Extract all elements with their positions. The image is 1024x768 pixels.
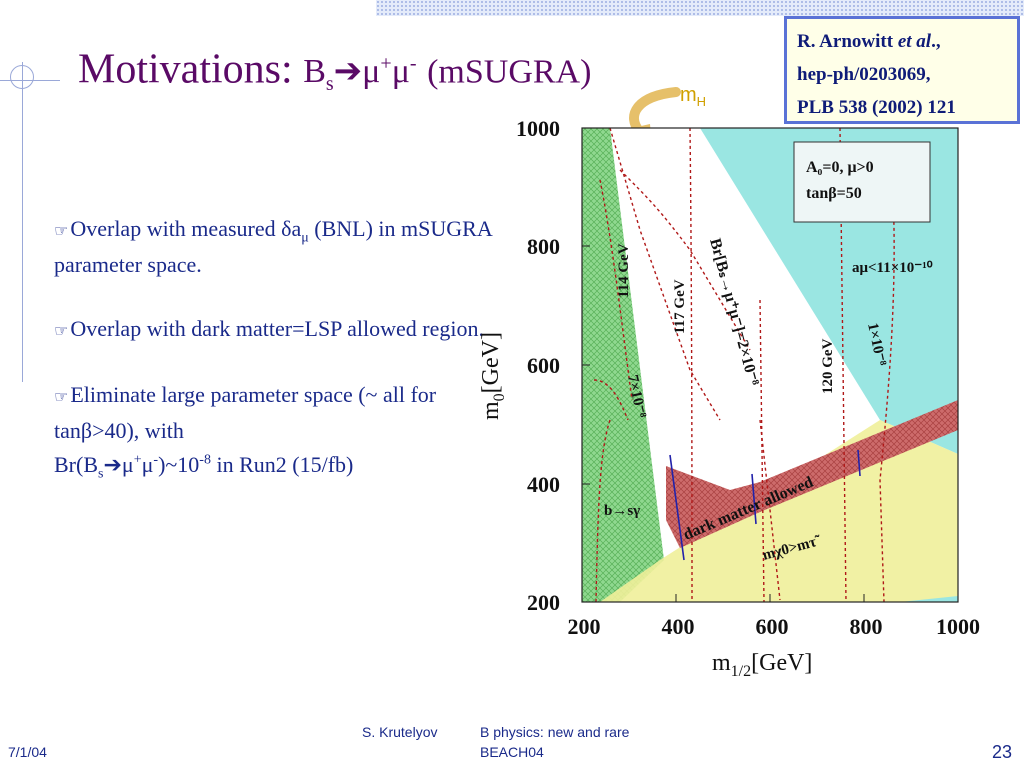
plot-ticks <box>582 245 865 602</box>
footer-author: S. Krutelyov <box>362 724 438 740</box>
x-tick-label: 600 <box>756 614 789 639</box>
y-tick-label: 800 <box>527 234 560 259</box>
inset-line-2: tanβ=50 <box>806 185 862 202</box>
page-number: 23 <box>992 742 1013 762</box>
reference-authors: R. Arnowitt et al., <box>797 31 941 52</box>
x-tick-label: 800 <box>850 614 883 639</box>
blue-markers <box>669 449 861 561</box>
title-text: Motivations: <box>78 46 293 93</box>
header-pattern-band <box>376 0 1024 16</box>
parameter-inset-box <box>793 141 931 223</box>
title-tail: (mSUGRA) <box>427 53 592 91</box>
reference-box: R. Arnowitt et al., hep-ph/0203069, PLB … <box>784 16 1020 124</box>
bullet-list: ☞Overlap with measured δaμ (BNL) in mSUG… <box>54 212 494 512</box>
label-bsg: b→sγ <box>604 503 640 519</box>
bullet-item: ☞Eliminate large parameter space (~ all … <box>54 382 437 482</box>
msugra-parameter-plot: 1000 800 600 400 200 200 400 600 800 100… <box>478 87 980 680</box>
title-formula: Bs➔μ+μ- <box>303 53 417 96</box>
footer-event: BEACH04 <box>480 744 544 760</box>
y-axis-title: m0[GeV] <box>478 332 508 420</box>
pointing-hand-icon: ☞ <box>54 387 69 406</box>
reference-arxiv: hep-ph/0203069, <box>797 64 931 85</box>
inset-line-1: A₀=0, μ>0 <box>806 159 874 176</box>
decorative-vertical-line <box>22 62 23 382</box>
mh-label: mH <box>680 84 707 109</box>
slide-title: Motivations: Bs➔μ+μ- (mSUGRA) <box>78 38 591 110</box>
reference-journal: PLB 538 (2002) 121 <box>797 97 956 118</box>
cyan-corner <box>900 596 958 602</box>
x-tick-label: 400 <box>662 614 695 639</box>
footer-topic: B physics: new and rare <box>480 724 630 740</box>
x-axis-title: m1/2[GeV] <box>712 650 812 680</box>
decorative-circle <box>10 65 34 89</box>
label-120gev: 120 GeV <box>820 338 836 394</box>
label-amu-bound: aμ<11×10⁻¹⁰ <box>852 260 933 276</box>
y-tick-label: 1000 <box>516 116 560 141</box>
pointing-hand-icon: ☞ <box>54 321 69 340</box>
label-114gev: 114 GeV <box>616 243 632 298</box>
dark-matter-band <box>666 400 958 548</box>
pointing-hand-icon: ☞ <box>54 221 69 240</box>
y-tick-label: 400 <box>527 472 560 497</box>
x-tick-label: 200 <box>568 614 601 639</box>
bullet-item: ☞Overlap with dark matter=LSP allowed re… <box>54 316 484 341</box>
y-tick-label: 200 <box>527 590 560 615</box>
decorative-horizontal-line <box>0 80 60 81</box>
bullet-item: ☞Overlap with measured δaμ (BNL) in mSUG… <box>54 216 492 277</box>
excluded-green-region <box>582 128 664 602</box>
label-117gev: 117 GeV <box>672 279 688 334</box>
y-tick-label: 600 <box>527 353 560 378</box>
footer-date: 7/1/04 <box>8 744 47 760</box>
x-tick-label: 1000 <box>936 614 980 639</box>
